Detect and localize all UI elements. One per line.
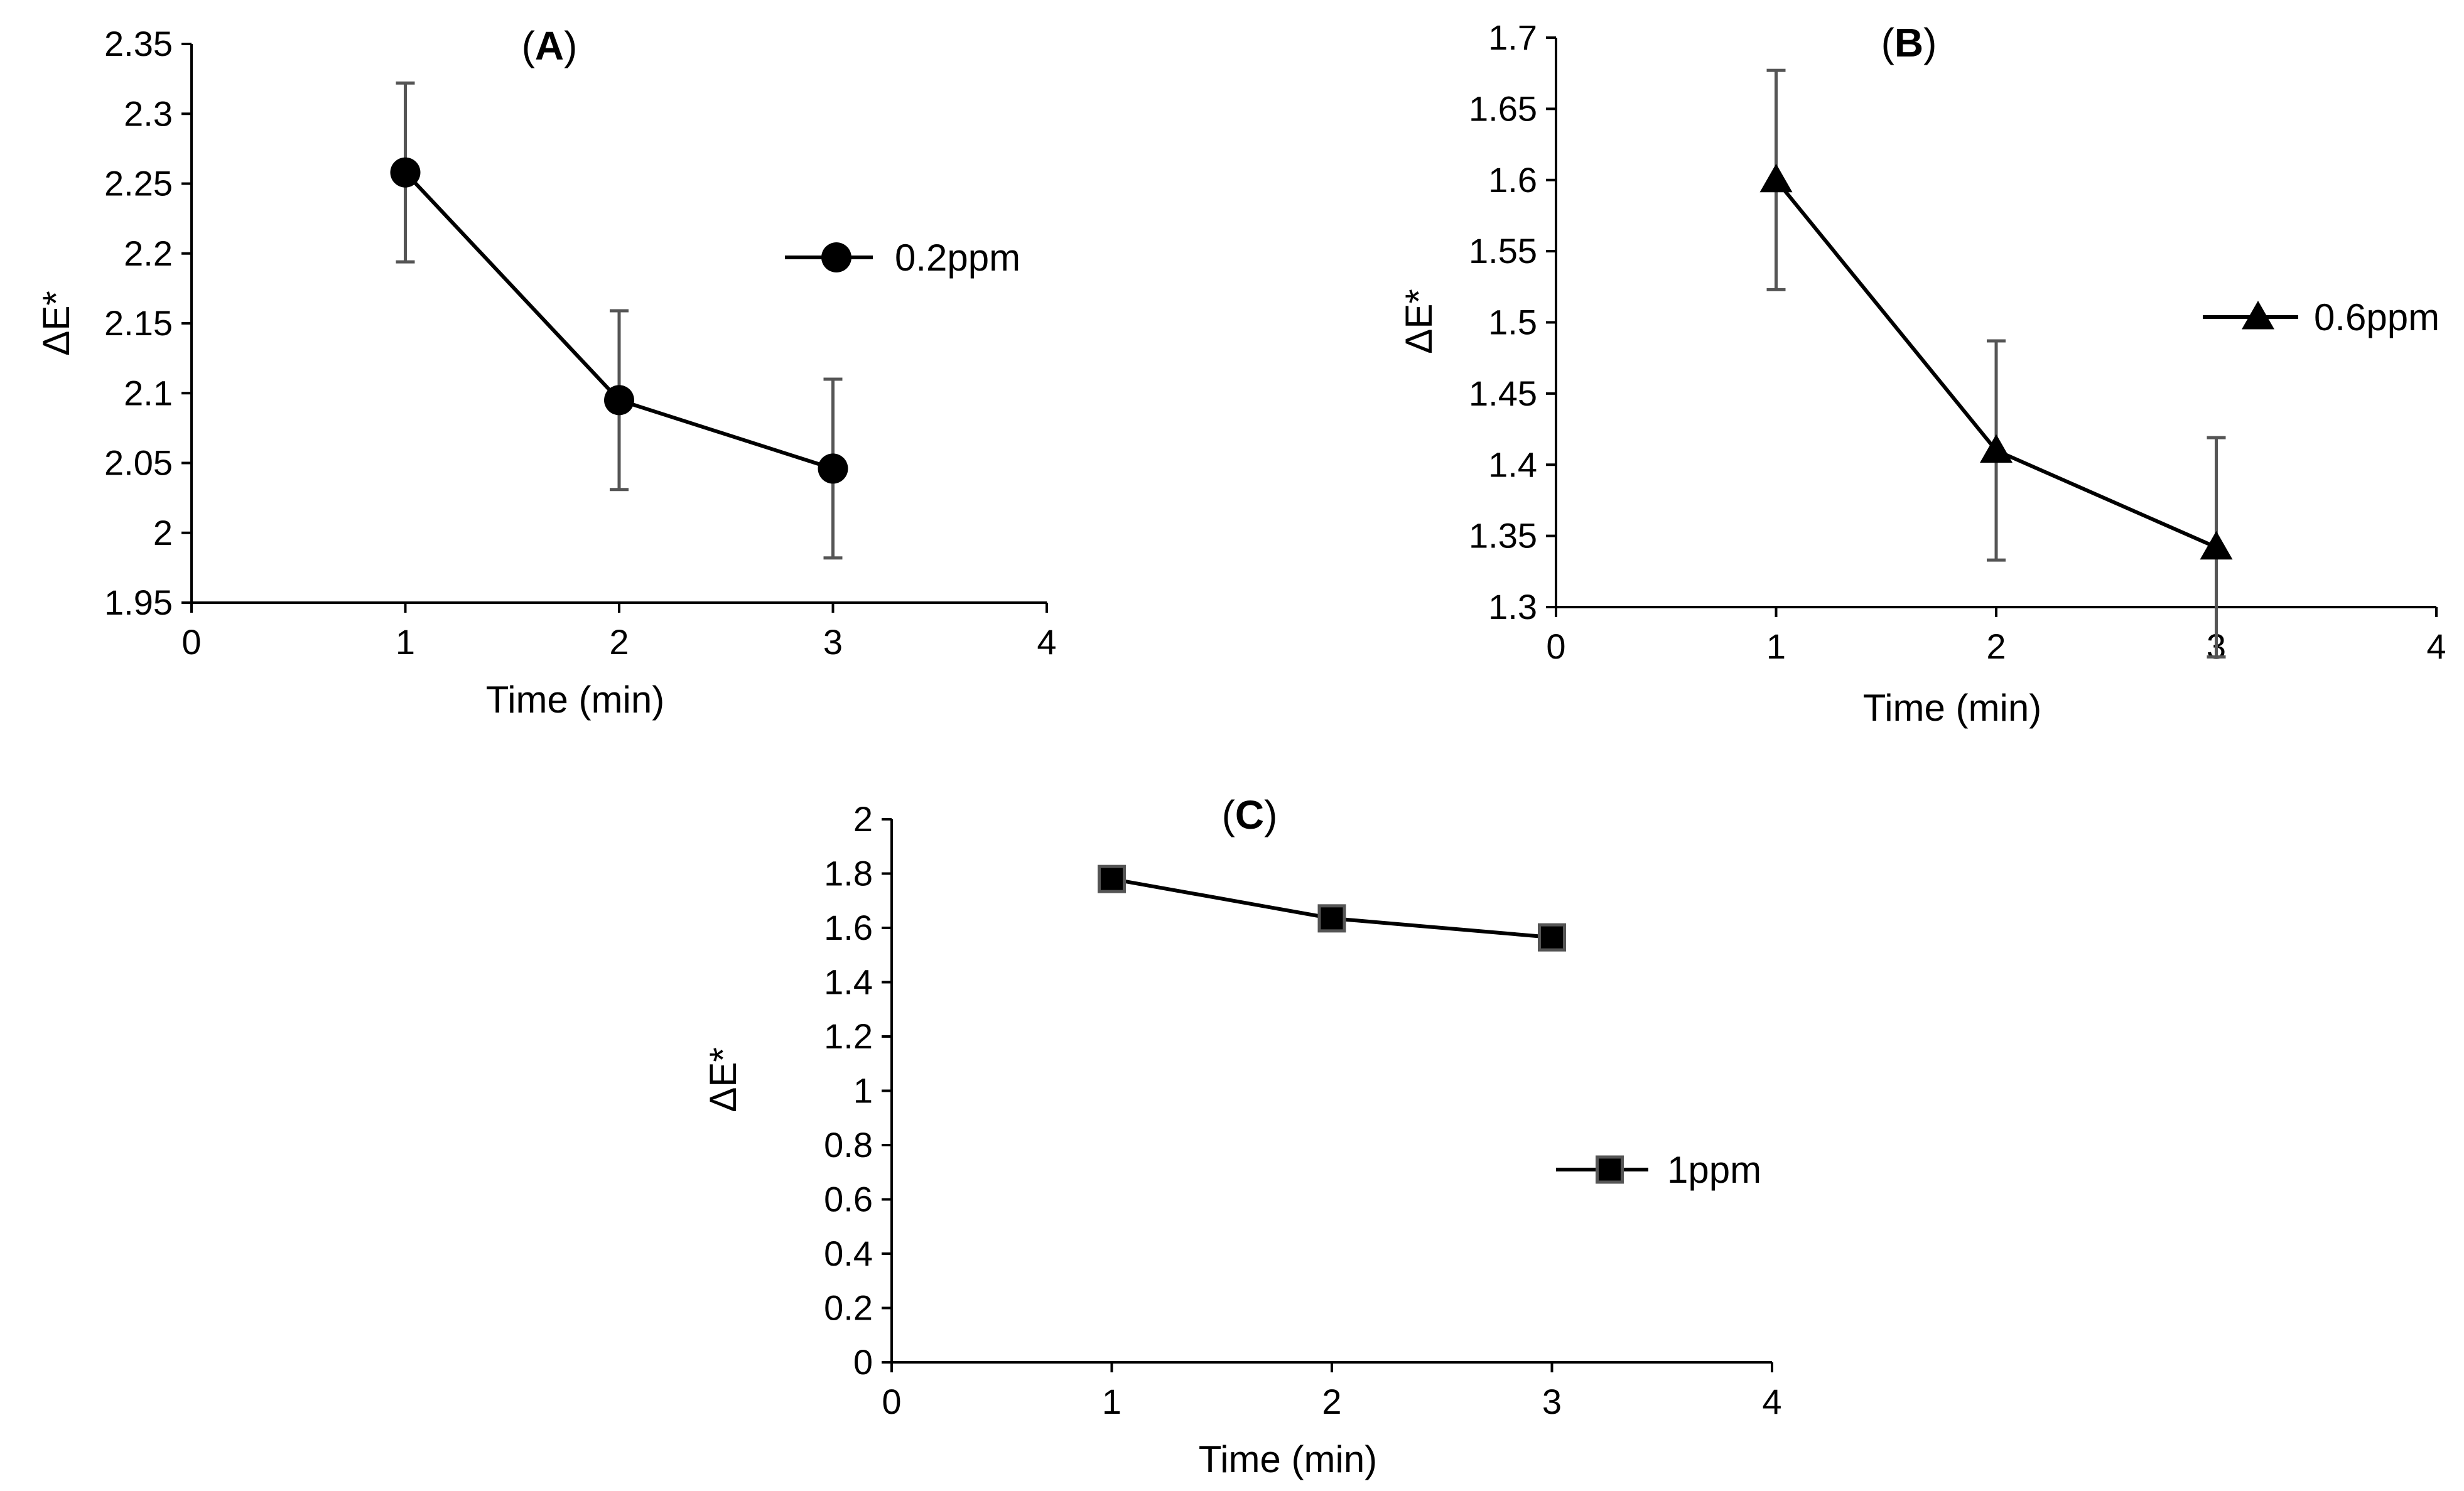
y-tick-label: 1.8 [824,854,873,893]
y-tick-label: 2.3 [124,94,173,133]
y-tick-label: 1.55 [1469,231,1537,271]
x-tick-label: 4 [1037,622,1056,662]
x-tick-label: 0 [1546,627,1565,666]
y-axis-label: ΔE* [35,291,77,355]
data-point [818,453,848,484]
y-tick-label: 1.4 [1488,444,1537,484]
y-tick-label: 2.25 [104,164,173,203]
y-tick-label: 1.45 [1469,374,1537,413]
x-tick-label: 0 [181,622,201,662]
y-axis-label: ΔE* [1398,289,1440,353]
legend: 0.6ppm [2203,296,2440,338]
y-tick-label: 0.8 [824,1125,873,1165]
legend-marker [1596,1155,1624,1184]
legend-marker [2242,301,2274,330]
panel-title: (A) [522,23,578,68]
x-tick-label: 3 [823,622,843,662]
y-tick-label: 1.2 [824,1016,873,1056]
legend-label: 0.2ppm [895,237,1020,279]
x-tick-label: 3 [1542,1382,1562,1421]
data-point [1759,163,1793,193]
legend-label: 0.6ppm [2314,296,2440,338]
y-tick-label: 0.4 [824,1234,873,1273]
x-tick-label: 2 [1322,1382,1341,1421]
legend: 0.2ppm [785,237,1020,279]
y-tick-label: 1.4 [824,962,873,1002]
y-tick-label: 1.7 [1488,18,1537,57]
y-tick-label: 1 [853,1071,873,1111]
x-tick-label: 4 [2426,627,2446,666]
legend-label: 1ppm [1667,1149,1761,1191]
panel-title: (C) [1222,792,1278,837]
y-tick-label: 2.35 [104,24,173,63]
x-axis-label: Time (min) [486,679,664,721]
y-tick-label: 1.65 [1469,89,1537,128]
data-point [604,385,634,416]
y-tick-label: 1.5 [1488,303,1537,342]
data-point [1538,923,1566,952]
y-tick-label: 1.95 [104,583,173,622]
chart-panel-a: 1.95 2 2.05 2.1 2.15 2.2 2.25 2.3 2.35 0 1 2 3 4 Time … [35,23,1057,721]
chart-panel-c: 0 0.2 0.4 0.6 0.8 1 1.2 1.4 1.6 1.8 2 0 1 2 3 4 Time (mi… [702,792,1782,1480]
y-tick-label: 2.1 [124,373,173,412]
x-axis-label: Time (min) [1863,687,2041,729]
data-point [1980,434,2013,463]
data-point [390,157,421,188]
x-tick-label: 2 [609,622,629,662]
data-point [1317,904,1346,933]
legend-marker [821,242,851,272]
x-tick-label: 4 [1762,1382,1781,1421]
y-tick-label: 2.2 [124,234,173,273]
y-tick-label: 0.6 [824,1180,873,1219]
legend: 1ppm [1556,1149,1761,1191]
x-tick-label: 0 [882,1382,901,1421]
x-tick-label: 1 [1766,627,1786,666]
data-point [1098,864,1126,893]
x-tick-label: 2 [1986,627,2006,666]
x-tick-label: 1 [396,622,415,662]
y-tick-label: 1.6 [1488,160,1537,200]
panel-title: (B) [1881,20,1937,65]
y-tick-label: 2.15 [104,303,173,343]
y-tick-label: 2 [853,799,873,839]
y-tick-label: 1.3 [1488,587,1537,627]
y-tick-label: 2.05 [104,443,173,483]
data-point [2200,530,2233,560]
x-axis-label: Time (min) [1199,1438,1377,1480]
y-tick-label: 0 [853,1342,873,1382]
y-tick-label: 1.35 [1469,516,1537,556]
y-tick-label: 0.2 [824,1288,873,1328]
x-tick-label: 1 [1102,1382,1121,1421]
y-tick-label: 1.6 [824,908,873,947]
y-tick-label: 2 [153,513,173,552]
chart-panel-b: 1.31.351.41.451.51.551.61.651.701234Time… [1398,18,2446,729]
y-axis-label: ΔE* [702,1047,744,1112]
